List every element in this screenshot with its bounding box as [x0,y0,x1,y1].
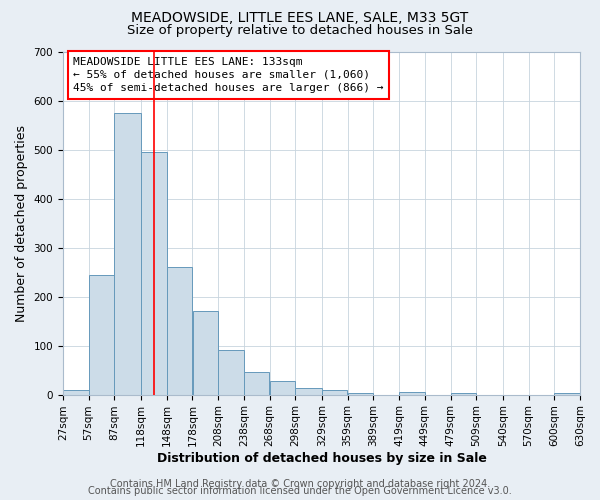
Bar [218,350,244,395]
Bar [554,393,580,394]
Text: Size of property relative to detached houses in Sale: Size of property relative to detached ho… [127,24,473,37]
Bar [451,393,476,394]
Bar [193,312,218,394]
Bar [167,267,192,394]
Y-axis label: Number of detached properties: Number of detached properties [15,124,28,322]
Text: MEADOWSIDE, LITTLE EES LANE, SALE, M33 5GT: MEADOWSIDE, LITTLE EES LANE, SALE, M33 5… [131,11,469,25]
Bar [269,382,295,394]
Bar [348,393,373,394]
Bar [115,113,141,394]
Bar [244,372,269,394]
Text: Contains public sector information licensed under the Open Government Licence v3: Contains public sector information licen… [88,486,512,496]
Bar [295,388,322,394]
Bar [322,390,347,394]
Bar [141,152,167,394]
Bar [63,390,89,394]
X-axis label: Distribution of detached houses by size in Sale: Distribution of detached houses by size … [157,452,487,465]
Text: MEADOWSIDE LITTLE EES LANE: 133sqm
← 55% of detached houses are smaller (1,060)
: MEADOWSIDE LITTLE EES LANE: 133sqm ← 55%… [73,56,384,93]
Bar [399,392,425,394]
Bar [89,274,114,394]
Text: Contains HM Land Registry data © Crown copyright and database right 2024.: Contains HM Land Registry data © Crown c… [110,479,490,489]
